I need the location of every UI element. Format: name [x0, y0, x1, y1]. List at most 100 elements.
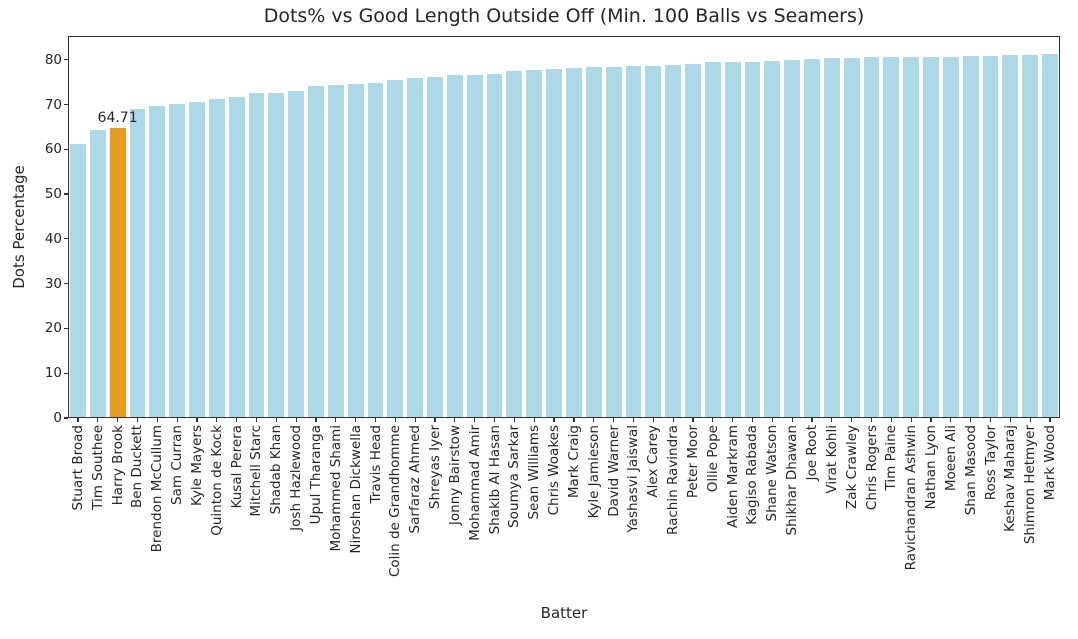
y-tick-label: 0 — [53, 410, 62, 426]
bar — [843, 57, 860, 418]
x-tick-label: Shikhar Dhawan — [784, 425, 801, 536]
bar — [308, 85, 324, 418]
y-tick-label: 10 — [44, 365, 62, 382]
y-tick-mark — [63, 372, 68, 374]
bar — [486, 73, 503, 418]
x-tick-mark — [117, 418, 119, 422]
bar — [526, 69, 543, 418]
x-tick-mark — [335, 418, 337, 422]
bar — [446, 75, 463, 418]
bar — [565, 68, 582, 418]
y-tick-label: 30 — [44, 275, 62, 292]
x-tick-mark — [751, 418, 754, 422]
x-tick-label: Kagiso Rabada — [744, 425, 761, 525]
bar — [189, 101, 205, 418]
x-tick-label: Soumya Sarkar — [506, 425, 523, 528]
bar — [169, 104, 186, 418]
x-tick-mark — [712, 418, 714, 422]
x-tick-label: Tim Southee — [89, 425, 106, 510]
x-tick-label: Tim Paine — [883, 425, 900, 491]
bar — [823, 58, 840, 418]
x-tick-label: Yashasvi Jaiswal — [625, 425, 642, 533]
x-tick-label: Harry Brook — [109, 425, 126, 506]
x-tick-mark — [970, 418, 972, 422]
x-tick-label: Mark Craig — [565, 425, 582, 499]
bar — [982, 55, 999, 418]
bar — [784, 60, 801, 418]
bar — [704, 62, 721, 418]
x-tick-label: David Warner — [605, 425, 622, 517]
y-tick-mark — [63, 417, 68, 419]
x-tick-mark — [275, 418, 277, 422]
x-tick-mark — [791, 418, 793, 422]
x-tick-mark — [632, 418, 635, 422]
x-tick-label: Keshav Maharaj — [1002, 425, 1019, 532]
x-tick-mark — [394, 418, 396, 422]
bar — [724, 61, 741, 418]
y-tick-mark — [63, 283, 68, 285]
x-tick-label: Brendon McCullum — [149, 425, 166, 553]
x-tick-mark — [493, 418, 496, 422]
bar — [288, 90, 305, 418]
x-tick-label: Virat Kohli — [823, 425, 840, 494]
bar — [903, 57, 920, 418]
x-tick-mark — [613, 418, 615, 422]
x-tick-label: Aiden Markram — [724, 425, 741, 528]
bar — [466, 74, 483, 418]
x-tick-mark — [732, 418, 734, 422]
x-tick-label: Ollie Pope — [704, 425, 721, 493]
x-tick-label: Niroshan Dickwella — [347, 425, 364, 554]
x-tick-mark — [374, 418, 377, 422]
y-tick-mark — [63, 193, 68, 195]
bar — [327, 85, 344, 418]
y-tick-label: 70 — [44, 96, 62, 113]
x-tick-mark — [1049, 418, 1051, 422]
x-tick-mark — [196, 418, 198, 422]
x-tick-label: Kusal Perera — [228, 425, 245, 509]
y-tick-mark — [63, 103, 68, 106]
x-tick-label: Sean Williams — [526, 425, 543, 520]
bar — [208, 99, 225, 418]
x-tick-mark — [255, 418, 258, 422]
x-tick-mark — [692, 418, 694, 422]
x-tick-mark — [176, 418, 178, 422]
bar — [1022, 54, 1039, 418]
x-tick-label: Ben Duckett — [129, 425, 146, 509]
x-tick-label: Zak Crawley — [843, 425, 860, 509]
x-tick-mark — [553, 418, 555, 422]
x-tick-label: Alex Carey — [645, 425, 662, 498]
x-tick-label: Kyle Jamieson — [585, 425, 602, 519]
x-tick-mark — [1029, 418, 1031, 422]
x-tick-mark — [930, 418, 932, 422]
y-tick-label: 40 — [44, 230, 62, 247]
x-tick-label: Rachin Ravindra — [665, 425, 682, 535]
x-tick-mark — [910, 418, 912, 422]
x-tick-label: Mitchell Starc — [248, 425, 265, 517]
bar — [427, 76, 443, 418]
bar — [268, 92, 285, 418]
x-tick-label: Jonny Bairstow — [446, 425, 463, 526]
bar — [347, 84, 364, 418]
x-tick-mark — [870, 418, 873, 422]
bar — [367, 82, 384, 418]
bar — [804, 59, 820, 418]
x-tick-mark — [474, 418, 476, 422]
x-tick-label: Chris Rogers — [863, 425, 880, 511]
y-tick-label: 60 — [44, 141, 62, 158]
x-tick-mark — [573, 418, 575, 422]
x-tick-label: Nathan Lyon — [923, 425, 940, 510]
x-tick-label: Joe Root — [804, 425, 820, 481]
bar — [764, 60, 781, 418]
x-tick-mark — [890, 418, 892, 422]
y-tick-mark — [63, 327, 68, 330]
bar — [506, 70, 523, 418]
bar — [69, 143, 86, 418]
x-tick-label: Sarfaraz Ahmed — [407, 425, 424, 534]
x-tick-label: Kyle Mayers — [188, 425, 205, 507]
chart-title: Dots% vs Good Length Outside Off (Min. 1… — [263, 5, 865, 27]
bar — [1042, 54, 1058, 418]
y-tick-mark — [63, 238, 68, 240]
y-tick-mark — [63, 148, 68, 150]
x-tick-mark — [236, 418, 238, 422]
